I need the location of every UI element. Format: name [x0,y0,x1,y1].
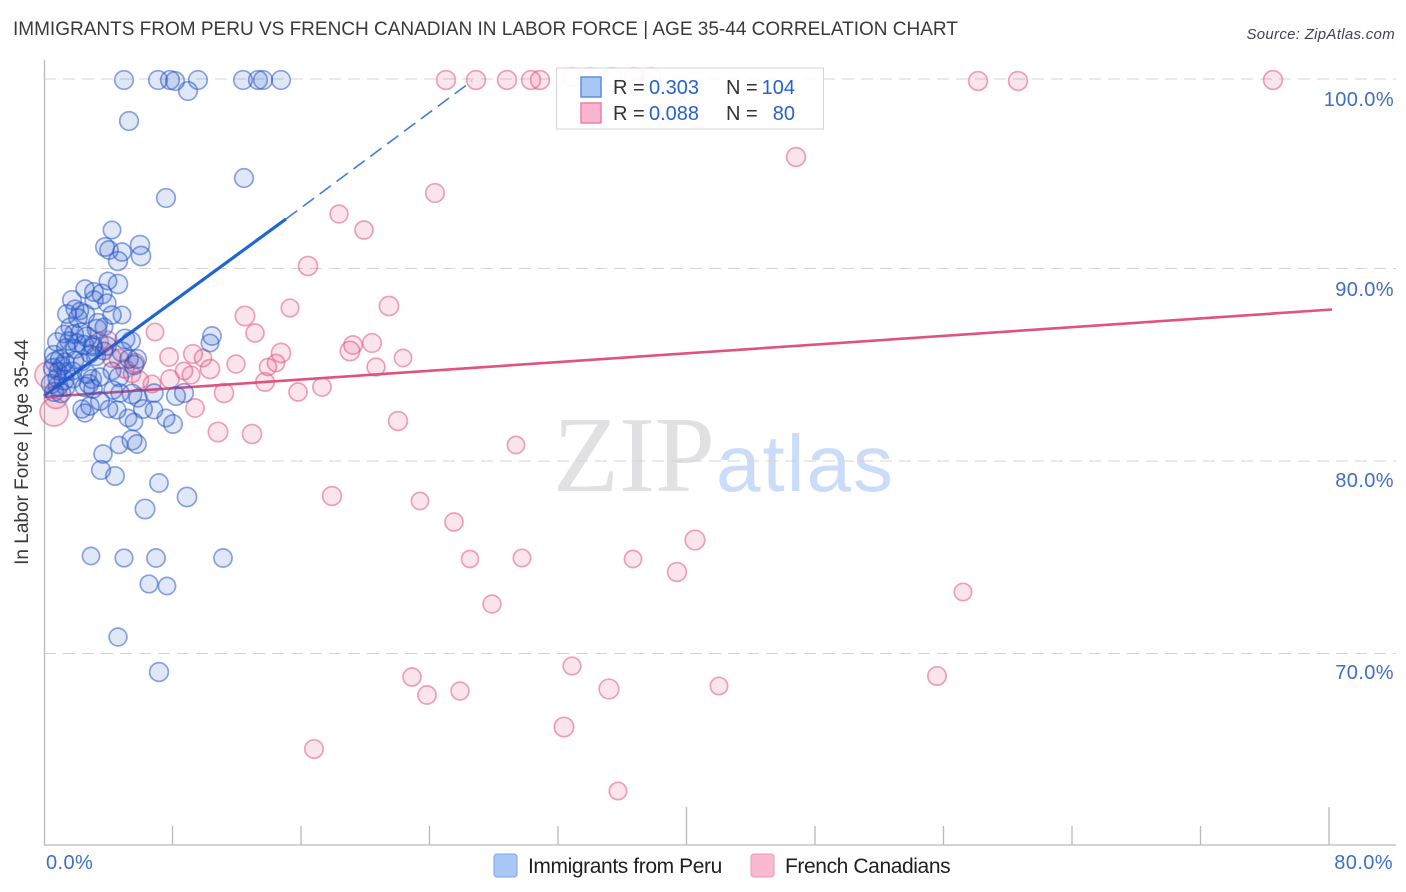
svg-text:atlas: atlas [716,419,895,508]
svg-text:70.0%: 70.0% [1335,662,1394,684]
svg-text:80: 80 [773,103,795,125]
svg-text:104: 104 [762,77,795,99]
svg-text:French Canadians: French Canadians [785,855,950,878]
svg-text:80.0%: 80.0% [1335,470,1394,492]
svg-text:0.088: 0.088 [649,103,699,125]
svg-text:ZIP: ZIP [553,396,715,515]
svg-text:80.0%: 80.0% [1334,852,1393,874]
svg-text:Immigrants from Peru: Immigrants from Peru [528,855,722,878]
svg-text:R =: R = [613,103,645,125]
svg-text:N =: N = [726,103,758,125]
svg-text:0.0%: 0.0% [46,852,93,874]
svg-text:0.303: 0.303 [649,77,699,99]
svg-text:R =: R = [613,77,645,99]
svg-text:N =: N = [726,77,758,99]
svg-text:In Labor Force | Age 35-44: In Labor Force | Age 35-44 [12,339,33,565]
svg-text:90.0%: 90.0% [1335,279,1394,301]
svg-text:100.0%: 100.0% [1324,89,1394,111]
